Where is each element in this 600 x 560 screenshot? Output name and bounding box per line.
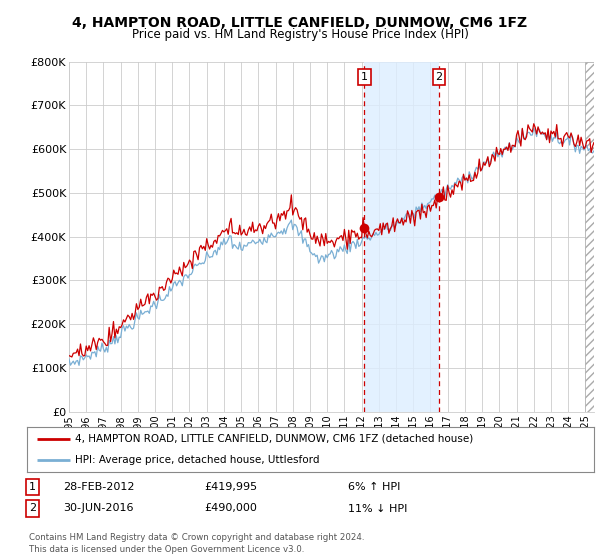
Text: £490,000: £490,000 [204,503,257,514]
Text: 2: 2 [436,72,443,82]
Text: £419,995: £419,995 [204,482,257,492]
Text: Price paid vs. HM Land Registry's House Price Index (HPI): Price paid vs. HM Land Registry's House … [131,28,469,41]
Text: 6% ↑ HPI: 6% ↑ HPI [348,482,400,492]
Text: 2: 2 [29,503,36,514]
Text: 28-FEB-2012: 28-FEB-2012 [63,482,134,492]
Text: 30-JUN-2016: 30-JUN-2016 [63,503,133,514]
Text: 1: 1 [361,72,368,82]
Text: 4, HAMPTON ROAD, LITTLE CANFIELD, DUNMOW, CM6 1FZ (detached house): 4, HAMPTON ROAD, LITTLE CANFIELD, DUNMOW… [75,434,473,444]
Bar [364,62,439,412]
Bar [586,62,594,412]
Text: 4, HAMPTON ROAD, LITTLE CANFIELD, DUNMOW, CM6 1FZ: 4, HAMPTON ROAD, LITTLE CANFIELD, DUNMOW… [73,16,527,30]
Text: HPI: Average price, detached house, Uttlesford: HPI: Average price, detached house, Uttl… [75,455,320,465]
Text: 1: 1 [29,482,36,492]
Text: 11% ↓ HPI: 11% ↓ HPI [348,503,407,514]
Text: Contains HM Land Registry data © Crown copyright and database right 2024.
This d: Contains HM Land Registry data © Crown c… [29,533,364,554]
